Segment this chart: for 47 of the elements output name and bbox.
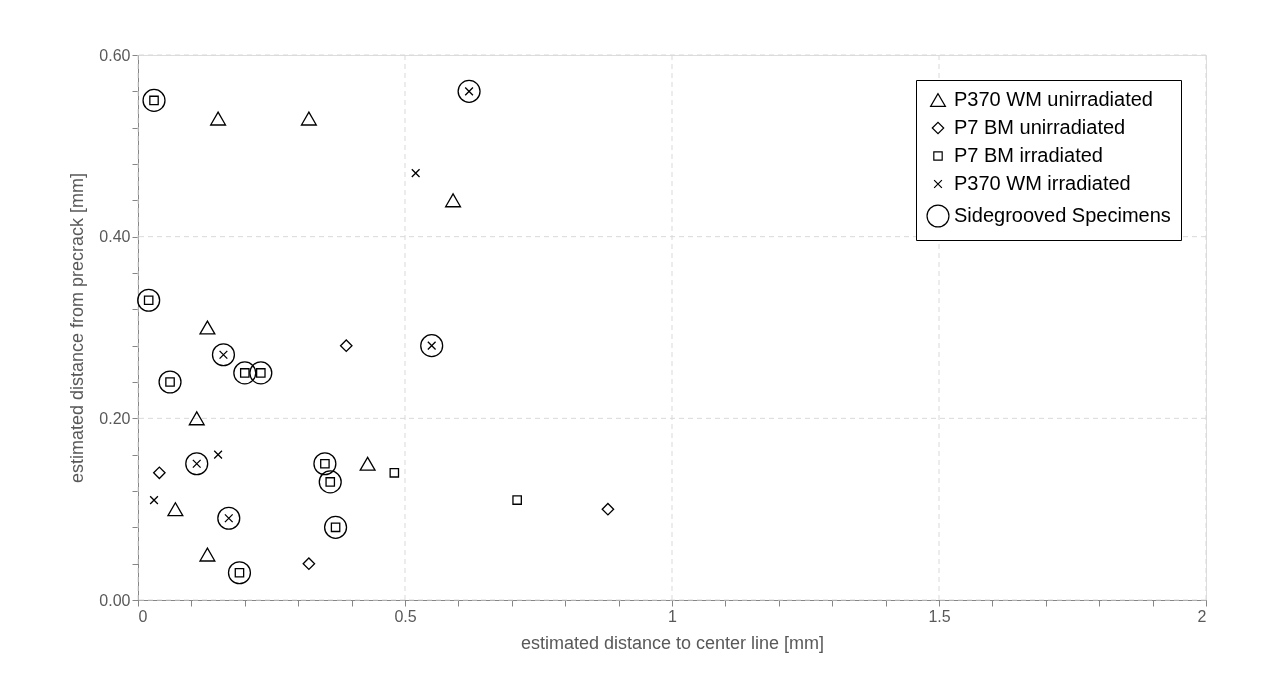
point bbox=[227, 561, 252, 585]
point bbox=[339, 339, 353, 353]
point bbox=[210, 111, 227, 126]
x-tick-label: 1.5 bbox=[928, 607, 951, 625]
point bbox=[323, 515, 348, 539]
x-tick-label: 0.5 bbox=[394, 607, 417, 625]
y-tick-label: 0.20 bbox=[99, 409, 131, 427]
x-axis-title: estimated distance to center line [mm] bbox=[520, 632, 825, 653]
point bbox=[318, 470, 342, 494]
point bbox=[158, 370, 182, 394]
point bbox=[199, 320, 216, 335]
y-tick-label: 0.00 bbox=[99, 591, 131, 609]
point bbox=[217, 506, 241, 530]
point bbox=[389, 468, 400, 478]
legend-label: Sidegrooved Specimens bbox=[954, 204, 1171, 226]
x-tick-label: 1 bbox=[668, 607, 678, 625]
point bbox=[420, 334, 444, 358]
point bbox=[149, 495, 159, 505]
legend-label: P370 WM irradiated bbox=[954, 172, 1131, 194]
point bbox=[153, 466, 166, 480]
legend-label: P7 BM irradiated bbox=[954, 144, 1103, 166]
point bbox=[137, 288, 161, 312]
point bbox=[211, 343, 236, 367]
point bbox=[601, 502, 615, 516]
x-tick-label: 0 bbox=[138, 607, 148, 625]
point bbox=[313, 452, 337, 476]
point bbox=[213, 450, 223, 460]
point bbox=[300, 111, 317, 126]
point bbox=[444, 193, 462, 208]
point bbox=[302, 557, 316, 571]
legend-label: P370 WM unirradiated bbox=[954, 88, 1153, 110]
x-tick-label: 2 bbox=[1197, 607, 1207, 625]
point bbox=[233, 361, 257, 385]
point bbox=[512, 495, 522, 505]
point bbox=[199, 547, 216, 562]
legend-label: P7 BM unirradiated bbox=[954, 116, 1126, 138]
y-tick-label: 0.60 bbox=[99, 46, 131, 64]
point bbox=[185, 452, 209, 476]
point bbox=[359, 456, 376, 471]
point bbox=[249, 361, 273, 385]
point bbox=[142, 88, 166, 112]
point bbox=[188, 411, 205, 426]
point bbox=[457, 79, 481, 103]
point bbox=[411, 168, 421, 178]
y-axis-title: estimated distance from precrack [mm] bbox=[67, 172, 88, 484]
point bbox=[167, 502, 184, 517]
y-tick-label: 0.40 bbox=[99, 228, 131, 246]
